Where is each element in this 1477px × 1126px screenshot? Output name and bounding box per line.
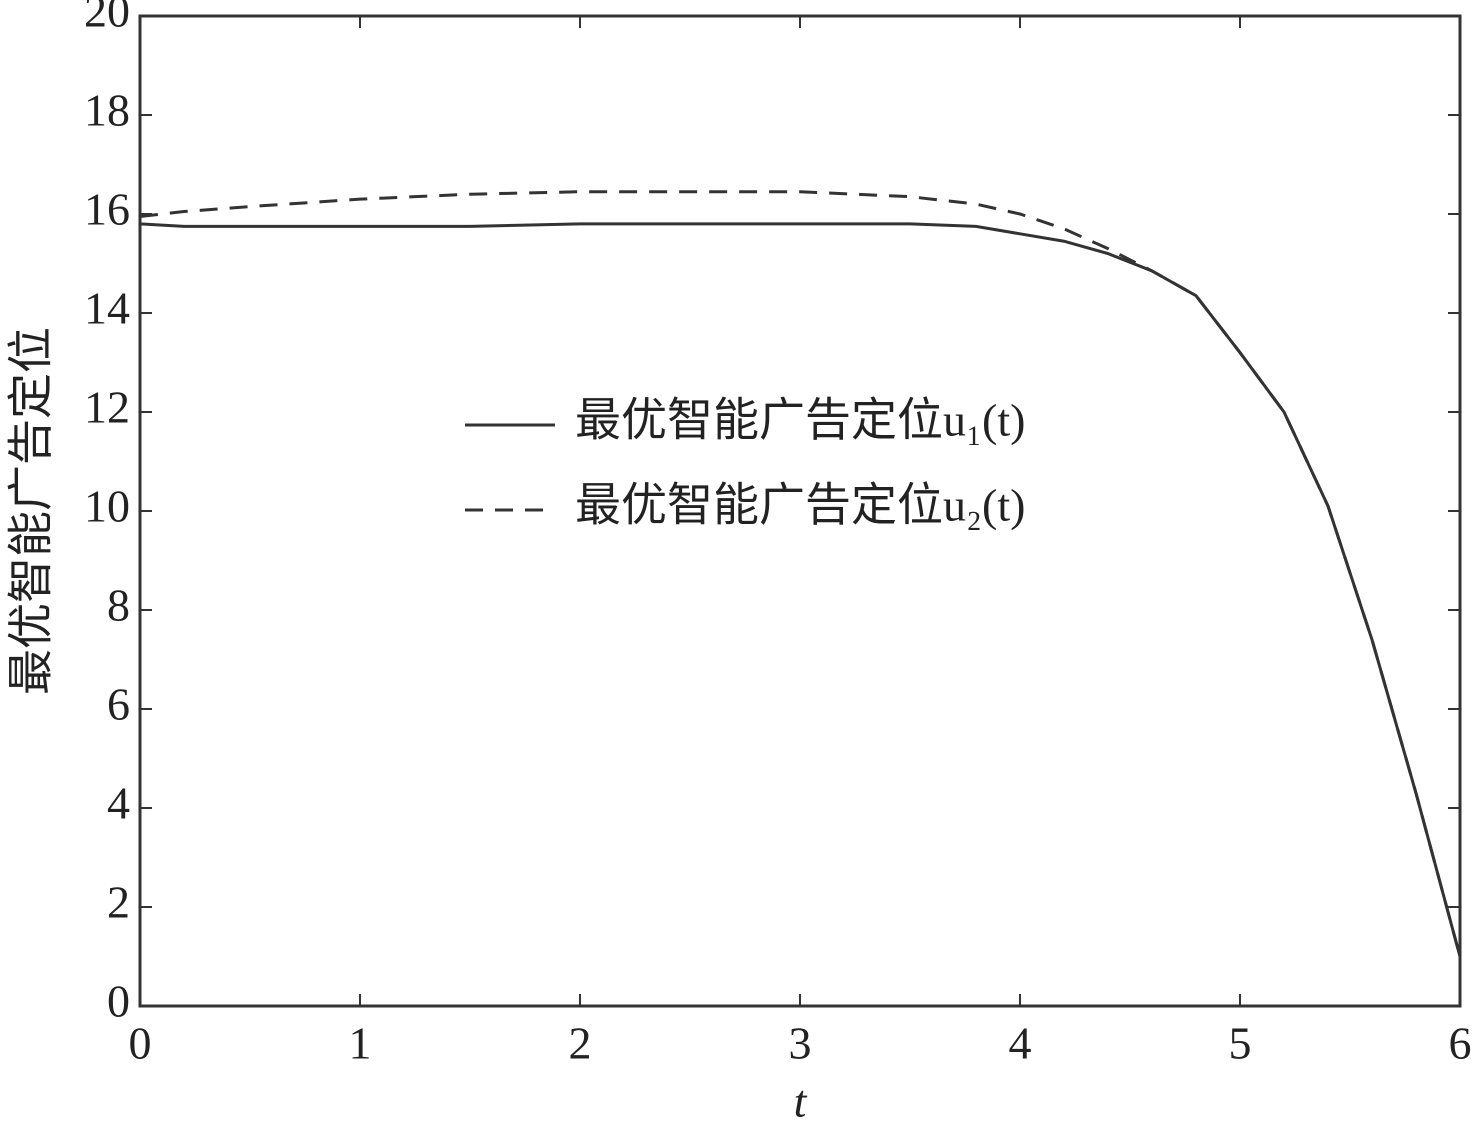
y-tick-label: 4 bbox=[107, 778, 130, 829]
series-line bbox=[139, 190, 1462, 957]
x-tick-label: 6 bbox=[1449, 1018, 1472, 1069]
y-axis-label: 最优智能广告定位 bbox=[6, 327, 57, 695]
y-tick-label: 18 bbox=[84, 85, 130, 136]
y-tick-label: 16 bbox=[84, 184, 130, 235]
x-axis-label: t bbox=[794, 1076, 808, 1126]
y-tick-label: 10 bbox=[84, 481, 130, 532]
y-tick-label: 14 bbox=[84, 283, 130, 334]
y-tick-label: 0 bbox=[107, 976, 130, 1027]
x-tick-label: 5 bbox=[1229, 1018, 1252, 1069]
series-line bbox=[139, 222, 1462, 957]
y-tick-label: 8 bbox=[107, 580, 130, 631]
y-tick-label: 20 bbox=[84, 0, 130, 37]
x-tick-label: 2 bbox=[569, 1018, 592, 1069]
legend-label: 最优智能广告定位u₁(t) bbox=[575, 395, 1025, 446]
x-tick-label: 4 bbox=[1009, 1018, 1032, 1069]
y-tick-label: 12 bbox=[84, 382, 130, 433]
x-tick-label: 3 bbox=[789, 1018, 812, 1069]
y-tick-label: 2 bbox=[107, 877, 130, 928]
legend-label: 最优智能广告定位u₂(t) bbox=[575, 480, 1025, 531]
x-tick-label: 1 bbox=[349, 1018, 372, 1069]
y-tick-label: 6 bbox=[107, 679, 130, 730]
x-tick-label: 0 bbox=[129, 1018, 152, 1069]
